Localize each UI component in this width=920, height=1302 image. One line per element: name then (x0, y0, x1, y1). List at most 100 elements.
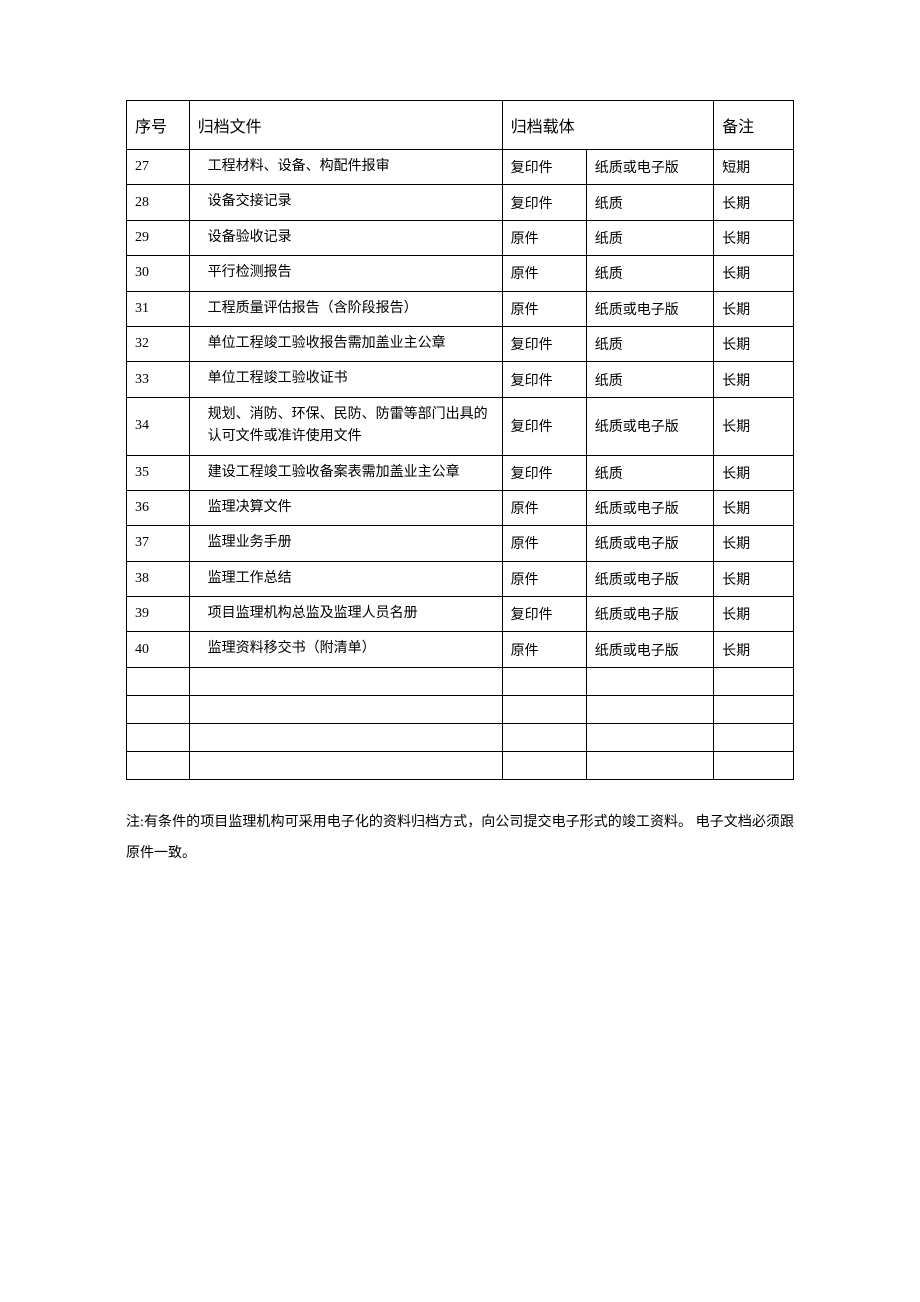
cell-file: 规划、消防、环保、民防、防雷等部门出具的认可文件或准许使用文件 (189, 397, 502, 455)
cell-media-format: 纸质 (586, 220, 713, 255)
cell-note: 长期 (714, 362, 794, 397)
table-row-empty (127, 695, 794, 723)
table-row: 29设备验收记录原件纸质长期 (127, 220, 794, 255)
cell-empty (189, 751, 502, 779)
cell-note: 短期 (714, 150, 794, 185)
cell-empty (502, 667, 586, 695)
cell-media-type: 原件 (502, 291, 586, 326)
table-row: 33单位工程竣工验收证书复印件纸质长期 (127, 362, 794, 397)
table-row: 27工程材料、设备、构配件报审复印件纸质或电子版短期 (127, 150, 794, 185)
cell-empty (502, 751, 586, 779)
table-row: 37监理业务手册原件纸质或电子版长期 (127, 526, 794, 561)
table-row-empty (127, 667, 794, 695)
table-row: 34规划、消防、环保、民防、防雷等部门出具的认可文件或准许使用文件复印件纸质或电… (127, 397, 794, 455)
cell-file: 设备验收记录 (189, 220, 502, 255)
cell-empty (714, 751, 794, 779)
cell-media-format: 纸质或电子版 (586, 490, 713, 525)
table-row: 31工程质量评估报告（含阶段报告）原件纸质或电子版长期 (127, 291, 794, 326)
cell-media-format: 纸质或电子版 (586, 526, 713, 561)
cell-file: 监理资料移交书（附清单） (189, 632, 502, 667)
table-row: 28设备交接记录复印件纸质长期 (127, 185, 794, 220)
cell-media-type: 原件 (502, 256, 586, 291)
cell-media-format: 纸质或电子版 (586, 291, 713, 326)
cell-file: 工程材料、设备、构配件报审 (189, 150, 502, 185)
cell-note: 长期 (714, 632, 794, 667)
cell-seq: 39 (127, 597, 190, 632)
cell-note: 长期 (714, 326, 794, 361)
cell-note: 长期 (714, 455, 794, 490)
header-note: 备注 (714, 101, 794, 150)
table-row: 35建设工程竣工验收备案表需加盖业主公章复印件纸质长期 (127, 455, 794, 490)
cell-note: 长期 (714, 490, 794, 525)
cell-seq: 33 (127, 362, 190, 397)
archive-table: 序号 归档文件 归档载体 备注 27工程材料、设备、构配件报审复印件纸质或电子版… (126, 100, 794, 780)
cell-seq: 27 (127, 150, 190, 185)
cell-file: 监理工作总结 (189, 561, 502, 596)
cell-media-type: 复印件 (502, 362, 586, 397)
cell-empty (127, 695, 190, 723)
cell-seq: 28 (127, 185, 190, 220)
cell-media-type: 原件 (502, 561, 586, 596)
cell-note: 长期 (714, 291, 794, 326)
cell-media-type: 复印件 (502, 597, 586, 632)
cell-media-format: 纸质 (586, 326, 713, 361)
cell-file: 工程质量评估报告（含阶段报告） (189, 291, 502, 326)
cell-note: 长期 (714, 526, 794, 561)
cell-file: 单位工程竣工验收证书 (189, 362, 502, 397)
cell-media-type: 原件 (502, 632, 586, 667)
cell-seq: 34 (127, 397, 190, 455)
cell-file: 监理决算文件 (189, 490, 502, 525)
cell-media-type: 原件 (502, 220, 586, 255)
cell-empty (586, 751, 713, 779)
footnote-text: 注:有条件的项目监理机构可采用电子化的资料归档方式，向公司提交电子形式的竣工资料… (126, 808, 794, 870)
cell-media-format: 纸质或电子版 (586, 561, 713, 596)
cell-empty (714, 667, 794, 695)
table-row: 38监理工作总结原件纸质或电子版长期 (127, 561, 794, 596)
cell-file: 单位工程竣工验收报告需加盖业主公章 (189, 326, 502, 361)
cell-empty (586, 723, 713, 751)
header-media: 归档载体 (502, 101, 714, 150)
cell-file: 建设工程竣工验收备案表需加盖业主公章 (189, 455, 502, 490)
header-file: 归档文件 (189, 101, 502, 150)
cell-media-type: 原件 (502, 490, 586, 525)
cell-media-type: 复印件 (502, 397, 586, 455)
cell-empty (586, 695, 713, 723)
cell-media-format: 纸质 (586, 455, 713, 490)
cell-media-format: 纸质或电子版 (586, 597, 713, 632)
table-row: 30平行检测报告原件纸质长期 (127, 256, 794, 291)
table-body: 27工程材料、设备、构配件报审复印件纸质或电子版短期28设备交接记录复印件纸质长… (127, 150, 794, 780)
cell-media-format: 纸质或电子版 (586, 397, 713, 455)
cell-media-type: 复印件 (502, 326, 586, 361)
cell-empty (714, 723, 794, 751)
cell-seq: 31 (127, 291, 190, 326)
cell-seq: 37 (127, 526, 190, 561)
cell-media-type: 复印件 (502, 455, 586, 490)
cell-media-type: 原件 (502, 526, 586, 561)
cell-media-type: 复印件 (502, 185, 586, 220)
cell-empty (189, 723, 502, 751)
table-header: 序号 归档文件 归档载体 备注 (127, 101, 794, 150)
cell-media-type: 复印件 (502, 150, 586, 185)
cell-empty (189, 695, 502, 723)
cell-file: 监理业务手册 (189, 526, 502, 561)
cell-seq: 36 (127, 490, 190, 525)
cell-empty (127, 751, 190, 779)
cell-media-format: 纸质 (586, 185, 713, 220)
cell-media-format: 纸质或电子版 (586, 150, 713, 185)
cell-file: 平行检测报告 (189, 256, 502, 291)
cell-empty (502, 695, 586, 723)
table-row-empty (127, 751, 794, 779)
cell-media-format: 纸质 (586, 256, 713, 291)
cell-media-format: 纸质 (586, 362, 713, 397)
cell-media-format: 纸质或电子版 (586, 632, 713, 667)
cell-empty (189, 667, 502, 695)
cell-seq: 38 (127, 561, 190, 596)
table-row: 32单位工程竣工验收报告需加盖业主公章复印件纸质长期 (127, 326, 794, 361)
cell-empty (502, 723, 586, 751)
table-row: 36监理决算文件原件纸质或电子版长期 (127, 490, 794, 525)
cell-note: 长期 (714, 256, 794, 291)
cell-note: 长期 (714, 185, 794, 220)
cell-note: 长期 (714, 597, 794, 632)
cell-empty (586, 667, 713, 695)
header-seq: 序号 (127, 101, 190, 150)
